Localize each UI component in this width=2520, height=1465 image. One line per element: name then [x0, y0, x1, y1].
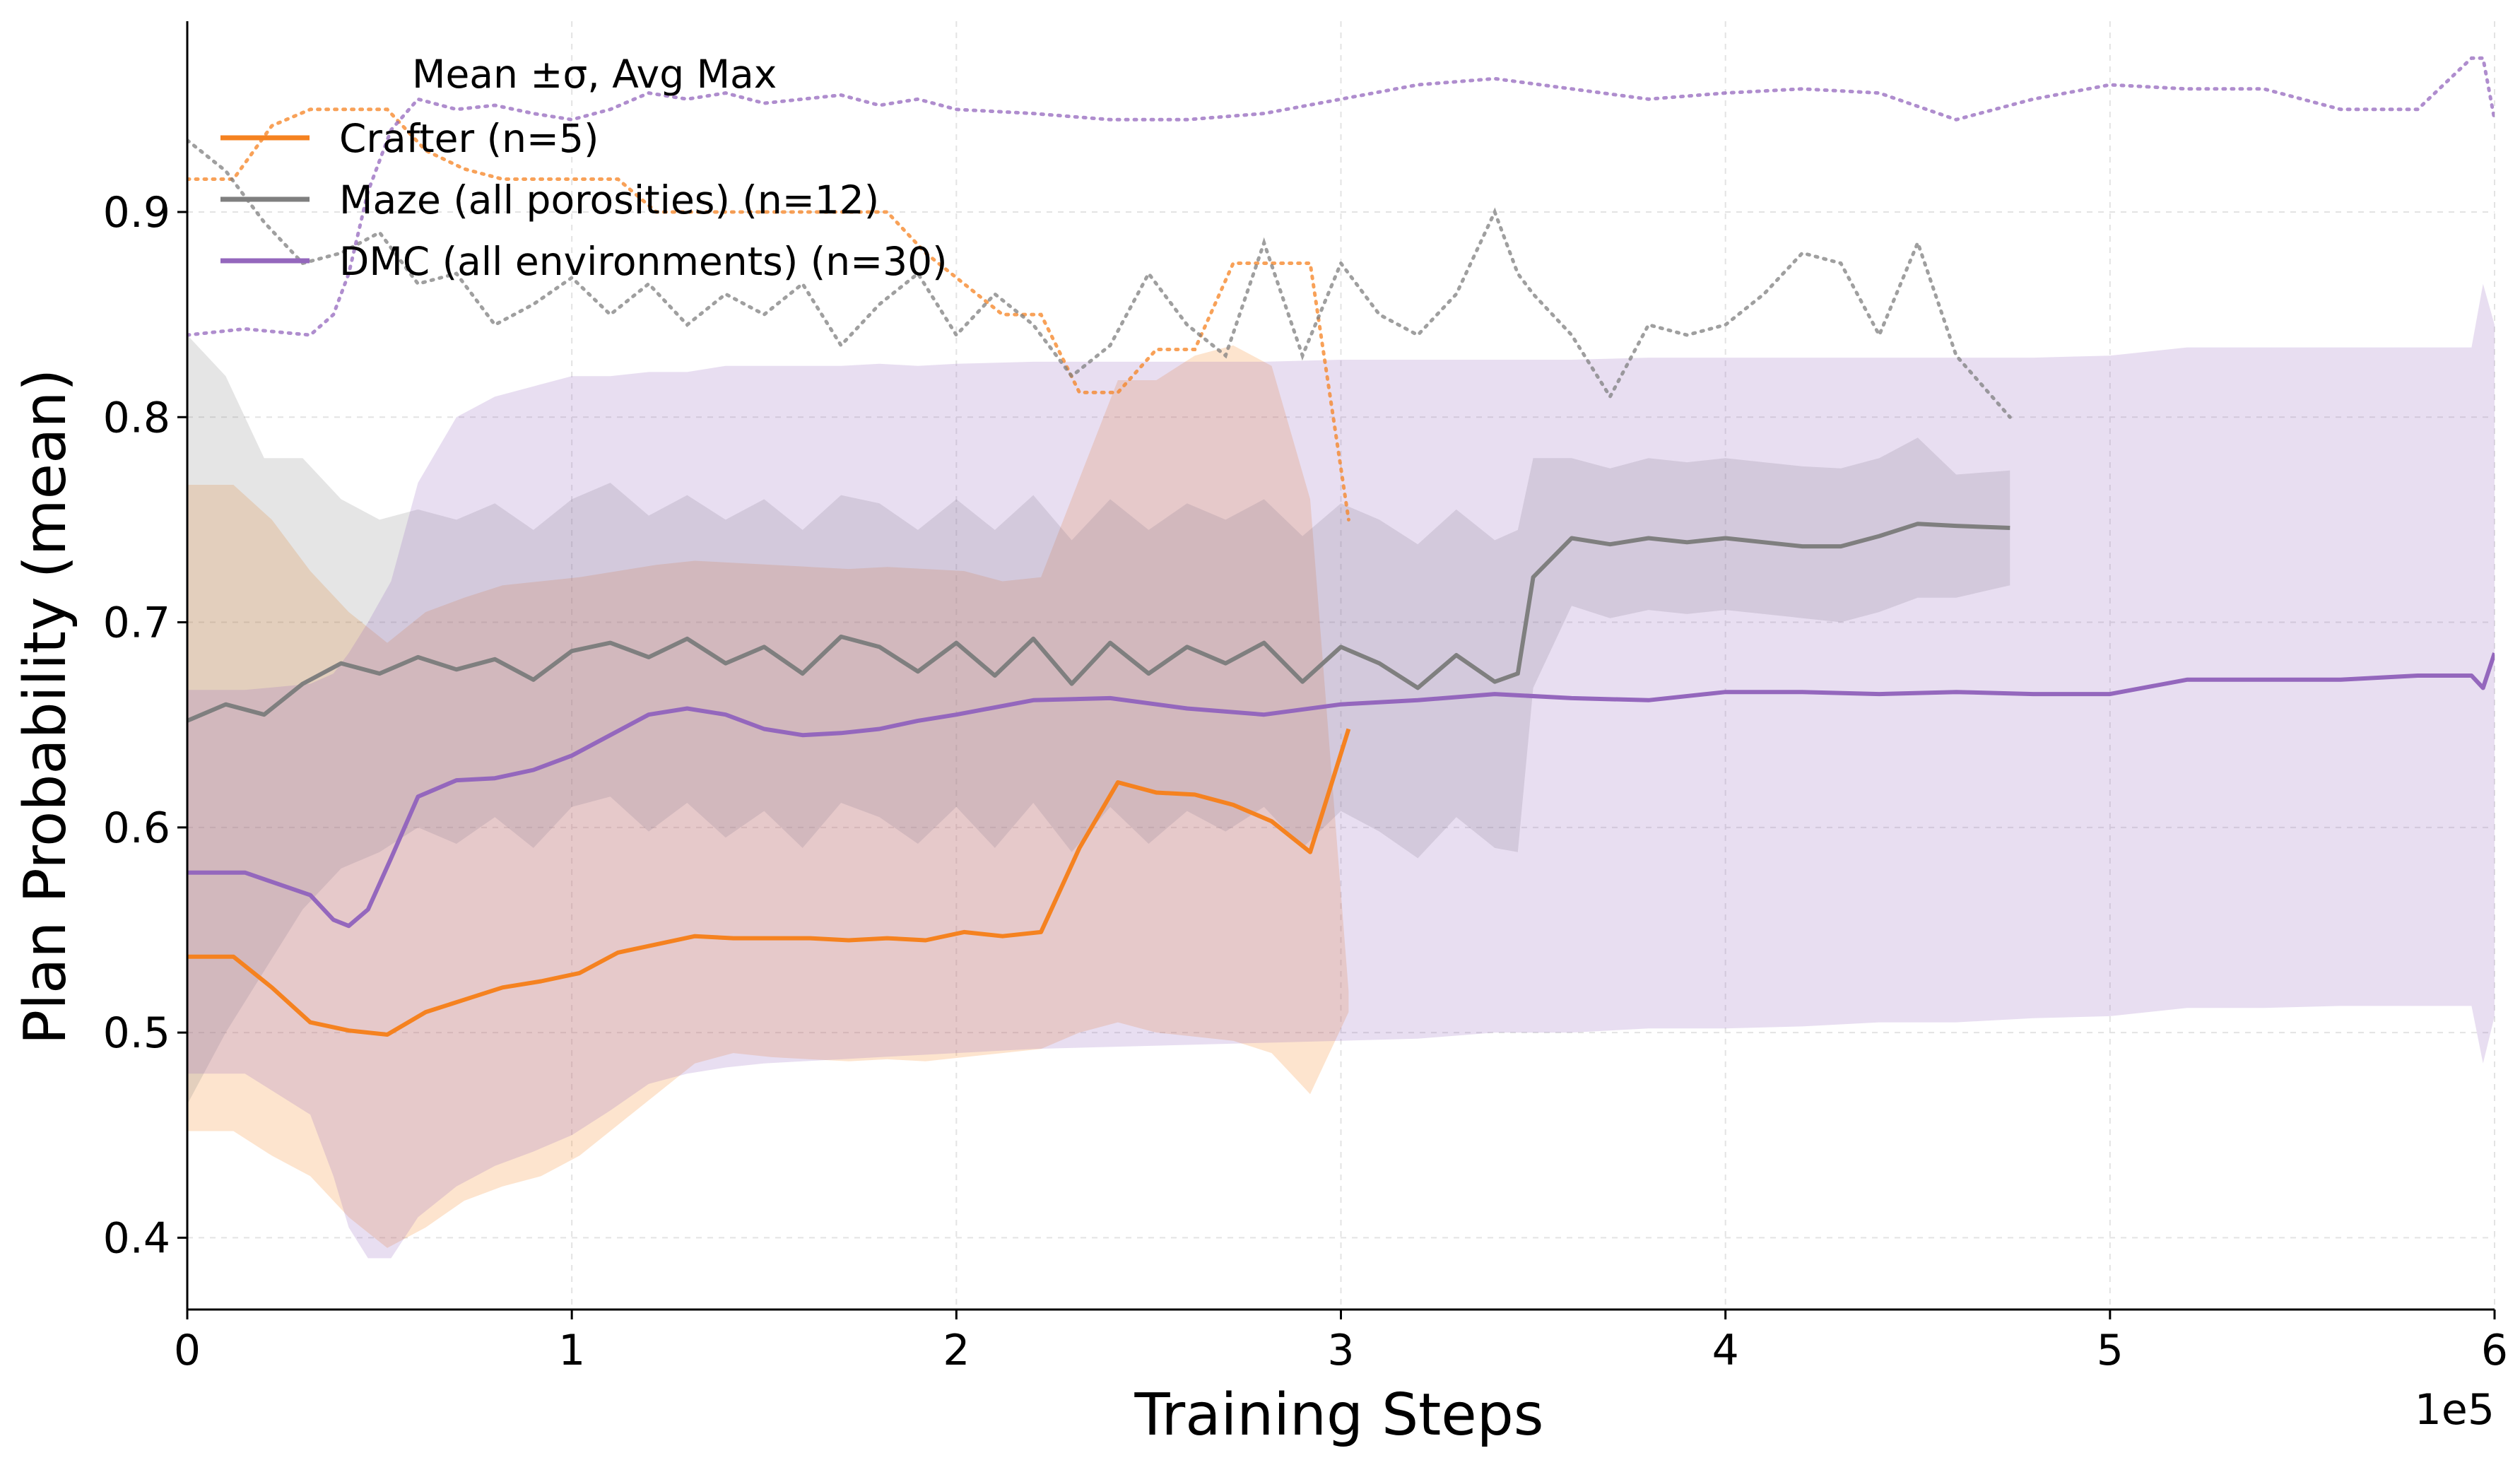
dmc-avg-max-line: [187, 56, 2495, 337]
dmc-std-band: [187, 283, 2495, 1259]
x-tick-label: 3: [1327, 1326, 1354, 1375]
y-tick-label: 0.6: [103, 804, 170, 853]
legend-label-crafter: Crafter (n=5): [339, 116, 599, 161]
legend-title: Mean ±σ, Avg Max: [412, 52, 777, 97]
x-tick-label: 4: [1712, 1326, 1739, 1375]
maze-avg-max-line: [187, 138, 2012, 419]
x-offset-label: 1e5: [2415, 1385, 2495, 1435]
legend: Mean ±σ, Avg Max Crafter (n=5) Maze (all …: [220, 52, 948, 284]
y-tick-label: 0.7: [103, 599, 170, 648]
x-ticks: 0 1 2 3 4 5 6: [174, 1310, 2508, 1375]
avg-max-lines: [187, 56, 2495, 522]
legend-entries: Crafter (n=5) Maze (all porosities) (n=12…: [220, 116, 948, 284]
y-tick-label: 0.4: [103, 1213, 170, 1263]
x-tick-label: 6: [2481, 1326, 2508, 1375]
maze-mean-line: [187, 522, 2010, 723]
y-ticks: 0.4 0.5 0.6 0.7 0.8 0.9: [103, 188, 187, 1263]
x-axis-label: Training Steps: [1134, 1382, 1543, 1449]
legend-label-dmc: DMC (all environments) (n=30): [339, 239, 948, 284]
x-tick-label: 1: [558, 1326, 585, 1375]
grid-lines: [187, 21, 2495, 1310]
mean-lines: [187, 522, 2495, 1037]
y-tick-label: 0.8: [103, 393, 170, 442]
crafter-std-band: [187, 345, 1349, 1248]
crafter-avg-max-line: [187, 107, 1350, 522]
legend-label-maze: Maze (all porosities) (n=12): [339, 177, 879, 223]
crafter-mean-line: [187, 728, 1351, 1037]
y-axis-label: Plan Probability (mean): [12, 369, 79, 1045]
maze-std-band: [187, 335, 2010, 1105]
dmc-mean-line: [187, 652, 2495, 929]
x-tick-label: 5: [2097, 1326, 2124, 1375]
x-tick-label: 2: [943, 1326, 970, 1375]
y-tick-label: 0.9: [103, 188, 170, 237]
y-tick-label: 0.5: [103, 1008, 170, 1058]
std-bands: [187, 283, 2495, 1259]
x-tick-label: 0: [174, 1326, 201, 1375]
